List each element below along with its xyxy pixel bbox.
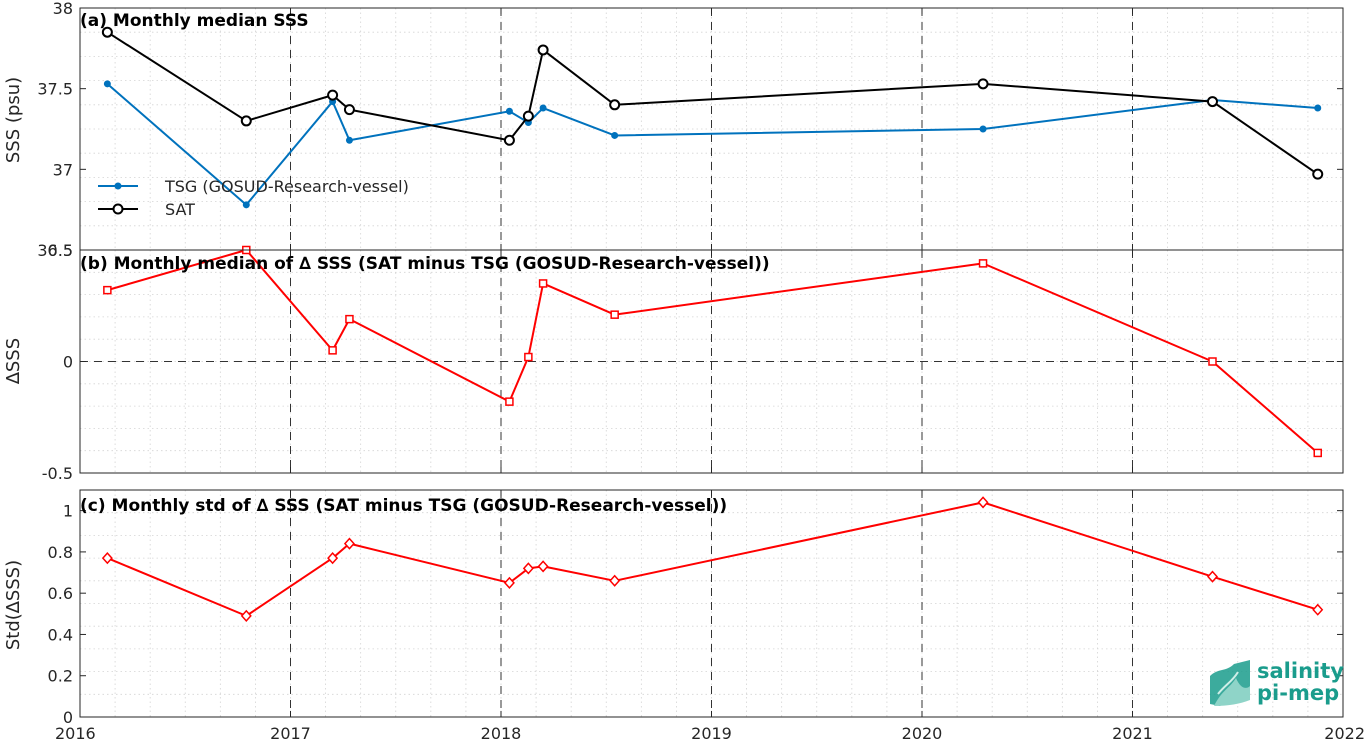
data-point xyxy=(609,574,621,587)
data-point xyxy=(977,496,989,509)
panel-c-year-lines xyxy=(290,490,1133,717)
logo-wave-icon xyxy=(1210,660,1250,706)
data-point xyxy=(101,551,113,565)
data-point xyxy=(609,99,621,111)
data-point xyxy=(611,131,619,139)
data-point xyxy=(503,576,515,589)
legend-sat-label: SAT xyxy=(165,200,195,219)
data-point xyxy=(1314,104,1322,112)
logo-line1: salinity xyxy=(1257,659,1344,683)
y-tick-label: 38 xyxy=(53,0,73,18)
data-point xyxy=(1206,570,1218,583)
panel-c-ylabel: Std(∆SSS) xyxy=(3,560,24,650)
data-point xyxy=(101,26,113,38)
y-tick-label: 0.8 xyxy=(48,543,73,562)
panel-a-ylabel: SSS (psu) xyxy=(3,77,24,163)
data-point xyxy=(103,285,112,295)
y-tick-label: 0.5 xyxy=(48,241,73,260)
y-tick-label: 0 xyxy=(63,708,73,727)
data-point xyxy=(978,259,988,268)
y-tick-label: 1 xyxy=(63,502,73,521)
legend-sat-marker xyxy=(112,203,124,215)
panel-a-legend: TSG (GOSUD-Research-vessel) SAT xyxy=(98,177,409,219)
data-point xyxy=(1208,357,1217,366)
data-point xyxy=(505,107,513,115)
data-point xyxy=(345,136,353,144)
panel-b-median-delta: -0.5 0 0.5 (b) Monthly median of ∆ SSS (SA… xyxy=(3,241,1344,483)
data-point xyxy=(1312,603,1324,616)
data-point xyxy=(240,609,252,623)
panel-b-ylabel: ∆SSS xyxy=(3,338,24,385)
data-point xyxy=(977,78,989,90)
data-point xyxy=(343,104,355,116)
panel-a-y-ticks: 36.5 37 37.5 38 xyxy=(37,0,1344,260)
data-point xyxy=(537,44,549,56)
data-point xyxy=(1313,448,1322,458)
y-tick-label: 37.5 xyxy=(37,80,73,99)
panel-c-y-ticks: 0 0.2 0.4 0.6 0.8 1 xyxy=(48,490,1344,727)
data-point xyxy=(537,560,549,573)
panel-a-grid xyxy=(79,7,1344,251)
panel-c-title: (c) Monthly std of ∆ SSS (SAT minus TSG … xyxy=(80,496,727,516)
x-tick-label: 2022 xyxy=(1324,724,1365,743)
x-tick-label: 2016 xyxy=(55,724,96,743)
panel-a-year-lines xyxy=(290,8,1133,250)
data-point xyxy=(240,115,252,127)
panel-a-series xyxy=(101,26,1324,209)
data-point xyxy=(327,551,339,565)
panel-c-series xyxy=(101,496,1324,623)
y-tick-label: 0.6 xyxy=(48,584,73,603)
data-point xyxy=(1312,168,1324,180)
x-tick-label: 2017 xyxy=(270,724,311,743)
data-point xyxy=(242,201,250,209)
data-point xyxy=(522,110,534,122)
y-tick-label: 0.2 xyxy=(48,667,73,686)
x-tick-label: 2020 xyxy=(902,724,943,743)
salinity-pi-mep-logo: salinity pi-mep xyxy=(1210,659,1344,706)
data-point xyxy=(610,310,619,319)
data-point xyxy=(328,346,337,355)
legend-tsg-label: TSG (GOSUD-Research-vessel) xyxy=(164,177,409,196)
data-point xyxy=(503,134,515,146)
panel-b-title: (b) Monthly median of ∆ SSS (SAT minus T… xyxy=(80,254,770,274)
panel-b-series xyxy=(103,245,1322,458)
data-point xyxy=(539,104,547,112)
x-tick-label: 2021 xyxy=(1112,724,1153,743)
y-tick-label: 0.4 xyxy=(48,625,73,644)
data-point xyxy=(343,537,355,550)
x-tick-label: 2019 xyxy=(691,724,732,743)
data-point xyxy=(524,352,533,362)
y-tick-label: -0.5 xyxy=(42,464,73,483)
panel-a-title: (a) Monthly median SSS xyxy=(80,11,309,31)
x-tick-label: 2018 xyxy=(481,724,522,743)
y-tick-label: 37 xyxy=(53,160,73,179)
data-point xyxy=(345,314,354,324)
data-point xyxy=(979,125,987,133)
data-point xyxy=(327,89,339,101)
data-point xyxy=(522,562,534,575)
panel-a-median-sss: 36.5 37 37.5 38 (a) Monthly median SSS SSS … xyxy=(3,0,1344,260)
panel-c-std-delta: 00.20.40.60.81 2016 2017 2018 2019 2020 2021 2… xyxy=(3,489,1365,743)
series-line-delta xyxy=(107,249,1319,454)
y-tick-label: 0 xyxy=(63,353,73,372)
data-point xyxy=(103,80,111,88)
legend-tsg-marker xyxy=(114,182,122,190)
data-point xyxy=(538,279,548,288)
panel-b-y-ticks: -0.5 0 0.5 xyxy=(42,241,1344,483)
logo-line2: pi-mep xyxy=(1257,681,1339,705)
panel-b-year-lines xyxy=(80,250,1343,473)
series-line-delta xyxy=(106,501,1319,617)
panel-c-x-ticks: 2016 2017 2018 2019 2020 2021 2022 xyxy=(55,724,1365,743)
y-tick-label: 36.5 xyxy=(37,241,73,260)
data-point xyxy=(1206,96,1218,108)
data-point xyxy=(505,397,514,406)
